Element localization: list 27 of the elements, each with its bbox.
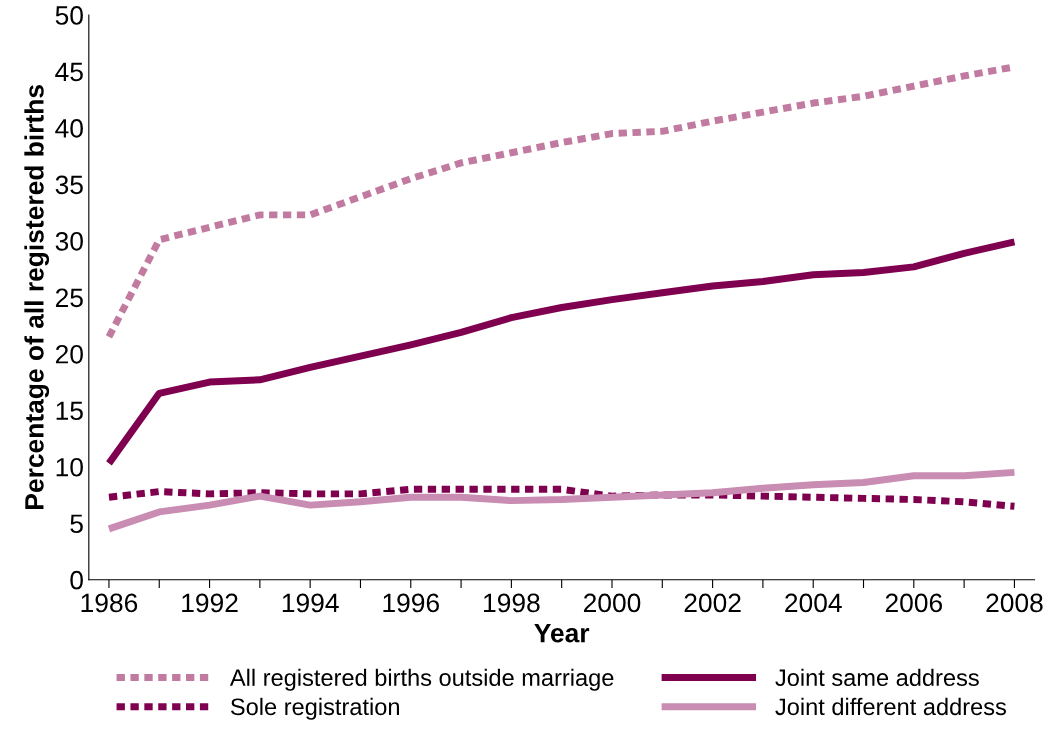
x-tick-label: 1992 xyxy=(182,593,238,613)
legend-label: All registered births outside marriage xyxy=(229,668,614,691)
y-tick-label: 30 xyxy=(55,231,83,251)
x-tick-label: 2006 xyxy=(885,593,943,613)
x-tick-label: 2000 xyxy=(583,593,641,613)
y-axis-title: Percentage of all registered births xyxy=(24,85,50,509)
legend-label: Joint same address xyxy=(775,668,979,687)
y-tick-label: 10 xyxy=(56,457,83,477)
x-tick-label: 1994 xyxy=(282,593,339,613)
y-tick-label: 5 xyxy=(70,514,83,534)
x-tick-label: 1986 xyxy=(81,593,138,613)
x-tick-label: 2004 xyxy=(785,593,842,613)
legend-label: Sole registration xyxy=(230,697,399,720)
x-tick-label: 1996 xyxy=(383,593,439,613)
y-tick-label: 35 xyxy=(55,175,83,195)
y-tick-label: 50 xyxy=(55,6,83,25)
y-tick-label: 40 xyxy=(55,119,83,138)
y-tick-label: 15 xyxy=(56,401,83,421)
legend-label: Joint different address xyxy=(775,697,1006,716)
y-tick-label: 45 xyxy=(55,62,83,82)
y-tick-label: 0 xyxy=(70,570,83,590)
x-tick-label: 2008 xyxy=(986,593,1043,613)
x-tick-label: 1998 xyxy=(484,593,540,613)
x-axis-title: Year xyxy=(534,624,590,643)
y-tick-label: 20 xyxy=(55,344,83,364)
x-tick-label: 2002 xyxy=(684,593,741,613)
y-tick-label: 25 xyxy=(55,288,83,308)
